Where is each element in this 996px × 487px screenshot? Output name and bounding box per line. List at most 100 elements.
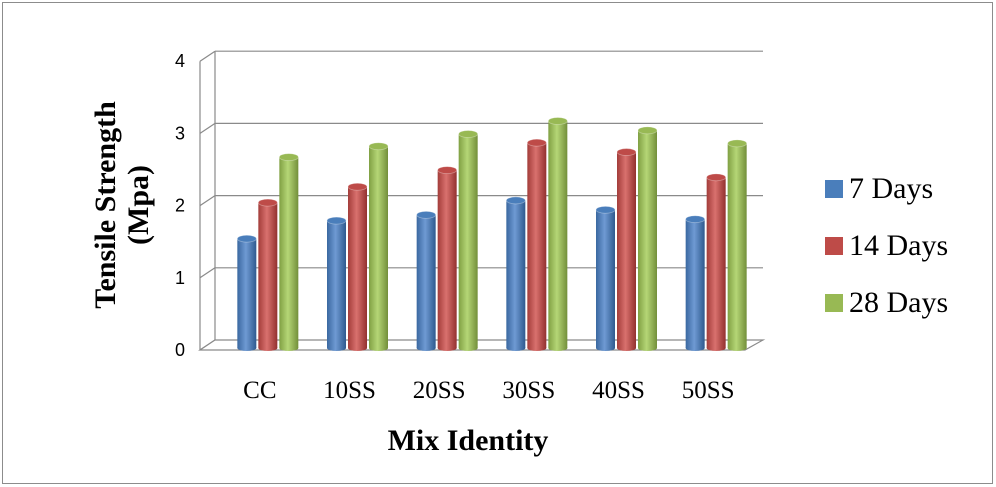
bar-cap xyxy=(368,142,389,151)
bar-cap xyxy=(685,215,706,224)
y-axis-title-line1: Tensile Strength xyxy=(89,101,122,309)
bar-body xyxy=(369,146,388,348)
bar xyxy=(595,205,616,351)
bar xyxy=(616,148,637,351)
bar xyxy=(637,126,658,351)
y-axis-title-line2: (Mpa) xyxy=(122,165,155,245)
bar xyxy=(526,138,547,351)
y-tick-label: 1 xyxy=(175,268,185,288)
x-tick-label: CC xyxy=(243,377,276,404)
bar-body xyxy=(727,143,747,348)
bar-base xyxy=(416,345,436,351)
bar-cap xyxy=(458,130,479,138)
bar-cap xyxy=(637,126,658,135)
gridline-depth xyxy=(199,122,216,134)
bar-base xyxy=(617,345,636,351)
bar-base xyxy=(596,345,615,351)
y-tick-label: 4 xyxy=(175,51,185,71)
bar xyxy=(347,182,368,351)
gridline-depth xyxy=(199,195,216,207)
bar-body xyxy=(237,238,257,348)
x-tick-label: 20SS xyxy=(413,377,466,404)
legend-label: 14 Days xyxy=(849,229,948,262)
bar xyxy=(727,139,748,351)
bar-base xyxy=(437,345,457,351)
bar-body xyxy=(437,170,457,348)
bar-body xyxy=(348,186,367,348)
bar-cap xyxy=(526,138,547,147)
bar-base xyxy=(548,345,568,351)
bar-base xyxy=(527,345,547,351)
y-tick-labels: 0 1 2 3 4 xyxy=(175,51,185,360)
bar-body xyxy=(527,142,547,348)
x-tick-label: 10SS xyxy=(323,377,376,404)
bar-body xyxy=(458,134,478,348)
bar xyxy=(505,196,526,351)
bar-cap xyxy=(706,173,727,182)
legend: 7 Days 14 Days 28 Days xyxy=(825,172,948,319)
bar-body xyxy=(506,200,526,348)
gridline-depth xyxy=(199,267,216,279)
legend-swatch xyxy=(825,237,843,255)
bar xyxy=(685,215,706,351)
bar xyxy=(706,173,727,351)
bar-cap xyxy=(236,234,257,243)
bar-base xyxy=(258,345,278,351)
bar-cap xyxy=(505,196,526,205)
bar-cap xyxy=(257,198,278,207)
bar xyxy=(326,216,347,351)
bar-body xyxy=(617,152,636,348)
bar-base xyxy=(279,345,299,351)
bar-body xyxy=(416,214,436,348)
bar xyxy=(458,130,479,351)
y-tick-label: 3 xyxy=(175,123,185,143)
bar-base xyxy=(685,345,705,351)
bar-cap xyxy=(547,117,568,125)
bar-cap xyxy=(278,153,299,162)
bar-base xyxy=(327,345,346,351)
bar-base xyxy=(727,345,747,351)
y-tick-label: 2 xyxy=(175,196,185,216)
y-tick-label: 0 xyxy=(175,340,185,360)
bar-base xyxy=(369,345,388,351)
bar-body xyxy=(279,157,299,348)
x-axis-title: Mix Identity xyxy=(388,424,549,457)
bar xyxy=(547,117,568,351)
bar-cap xyxy=(416,210,437,219)
bar-cap xyxy=(616,148,637,156)
bar-base xyxy=(638,345,657,351)
bar-body xyxy=(685,219,705,348)
bar-cap xyxy=(595,205,616,214)
bar-base xyxy=(458,345,478,351)
bar-base xyxy=(348,345,367,351)
bar-base xyxy=(506,345,526,351)
bar-base xyxy=(706,345,726,351)
bars xyxy=(236,117,748,351)
x-tick-label: 40SS xyxy=(592,377,645,404)
x-tick-labels: CC 10SS 20SS 30SS 40SS 50SS xyxy=(243,377,734,404)
x-tick-label: 50SS xyxy=(682,377,735,404)
bar xyxy=(416,210,437,351)
bar xyxy=(437,166,458,351)
bar-cap xyxy=(437,166,458,175)
bar xyxy=(257,198,278,351)
bar xyxy=(368,142,389,351)
bar xyxy=(278,153,299,351)
gridline-depth xyxy=(199,50,216,62)
bar-body xyxy=(258,202,278,348)
bar-body xyxy=(596,209,615,348)
legend-label: 7 Days xyxy=(849,172,933,205)
x-tick-label: 30SS xyxy=(502,377,555,404)
legend-swatch xyxy=(825,180,843,198)
bar-body xyxy=(706,177,726,348)
bar-body xyxy=(327,220,346,348)
bar-cap xyxy=(727,139,748,148)
bar xyxy=(236,234,257,351)
bar-base xyxy=(237,345,257,351)
bar-cap xyxy=(347,182,368,191)
bar-body xyxy=(548,121,568,348)
legend-swatch xyxy=(825,294,843,312)
bar-cap xyxy=(326,216,347,225)
legend-label: 28 Days xyxy=(849,286,948,319)
